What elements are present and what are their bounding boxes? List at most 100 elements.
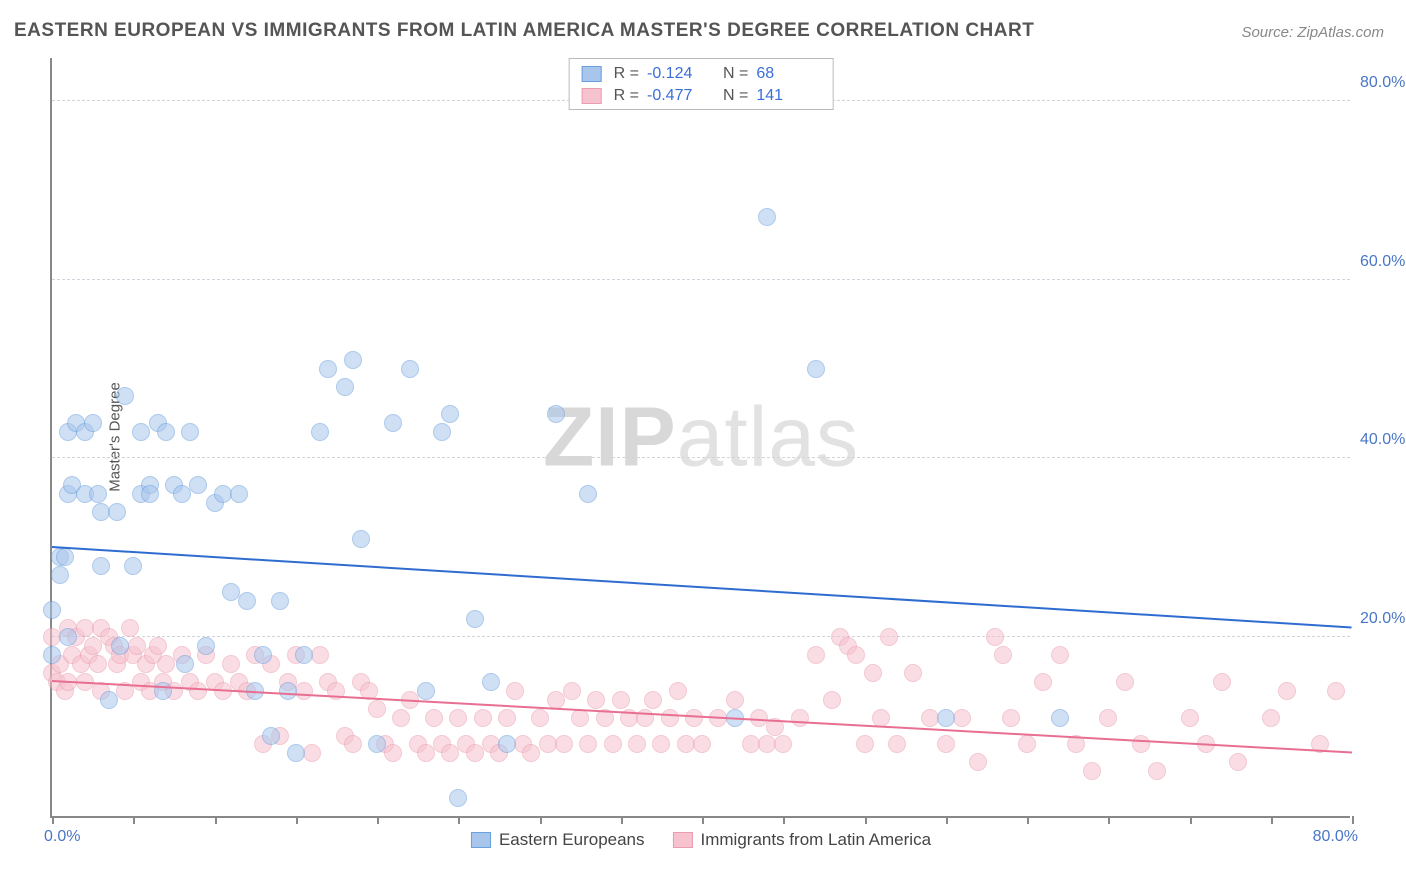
data-point [1278,682,1296,700]
data-point [953,709,971,727]
data-point [368,735,386,753]
data-point [311,646,329,664]
data-point [937,709,955,727]
data-point [262,727,280,745]
data-point [986,628,1004,646]
data-point [92,557,110,575]
data-point [401,360,419,378]
data-point [522,744,540,762]
data-point [466,744,484,762]
data-point [303,744,321,762]
y-tick-label: 60.0% [1360,253,1406,271]
data-point [547,691,565,709]
data-point [807,646,825,664]
data-point [59,628,77,646]
data-point [124,557,142,575]
data-point [579,735,597,753]
data-point [43,601,61,619]
data-point [726,691,744,709]
n-label-b: N = [723,85,748,107]
data-point [644,691,662,709]
data-point [1002,709,1020,727]
data-point [230,485,248,503]
data-point [311,423,329,441]
data-point [1148,762,1166,780]
data-point [157,655,175,673]
data-point [1051,709,1069,727]
data-point [89,655,107,673]
data-point [222,655,240,673]
data-point [693,735,711,753]
data-point [904,664,922,682]
data-point [652,735,670,753]
data-point [628,735,646,753]
data-point [791,709,809,727]
swatch-series-b-icon [582,88,602,104]
data-point [547,405,565,423]
data-point [295,682,313,700]
data-point [1229,753,1247,771]
data-point [121,619,139,637]
n-value-a: 68 [756,63,810,85]
data-point [111,637,129,655]
data-point [51,566,69,584]
data-point [449,789,467,807]
data-point [279,682,297,700]
data-point [181,423,199,441]
data-point [287,744,305,762]
data-point [661,709,679,727]
data-point [128,637,146,655]
bottom-legend: Eastern Europeans Immigrants from Latin … [471,830,931,850]
x-axis-max-label: 80.0% [1313,828,1358,846]
data-point [563,682,581,700]
data-point [774,735,792,753]
data-point [579,485,597,503]
data-point [807,360,825,378]
data-point [157,423,175,441]
data-point [1116,673,1134,691]
data-point [417,744,435,762]
data-point [132,423,150,441]
watermark: ZIPatlas [543,389,859,486]
y-tick-label: 80.0% [1360,74,1406,92]
data-point [555,735,573,753]
data-point [847,646,865,664]
data-point [1327,682,1345,700]
data-point [417,682,435,700]
legend-swatch-a-icon [471,832,491,848]
data-point [864,664,882,682]
data-point [141,485,159,503]
r-label-b: R = [614,85,639,107]
data-point [1262,709,1280,727]
data-point [1051,646,1069,664]
n-label-a: N = [723,63,748,85]
data-point [176,655,194,673]
stats-row-series-b: R = -0.477 N = 141 [582,85,821,107]
legend-label-b: Immigrants from Latin America [701,830,932,850]
data-point [758,208,776,226]
chart-title: EASTERN EUROPEAN VS IMMIGRANTS FROM LATI… [14,20,1034,42]
data-point [1132,735,1150,753]
data-point [1213,673,1231,691]
data-point [1181,709,1199,727]
data-point [474,709,492,727]
data-point [856,735,874,753]
data-point [441,744,459,762]
data-point [149,637,167,655]
data-point [872,709,890,727]
data-point [319,360,337,378]
data-point [116,387,134,405]
data-point [43,646,61,664]
data-point [506,682,524,700]
watermark-atlas: atlas [677,390,859,484]
data-point [425,709,443,727]
data-point [669,682,687,700]
data-point [888,735,906,753]
data-point [271,592,289,610]
data-point [222,583,240,601]
data-point [189,682,207,700]
r-value-b: -0.477 [647,85,701,107]
data-point [173,485,191,503]
data-point [197,637,215,655]
r-label-a: R = [614,63,639,85]
